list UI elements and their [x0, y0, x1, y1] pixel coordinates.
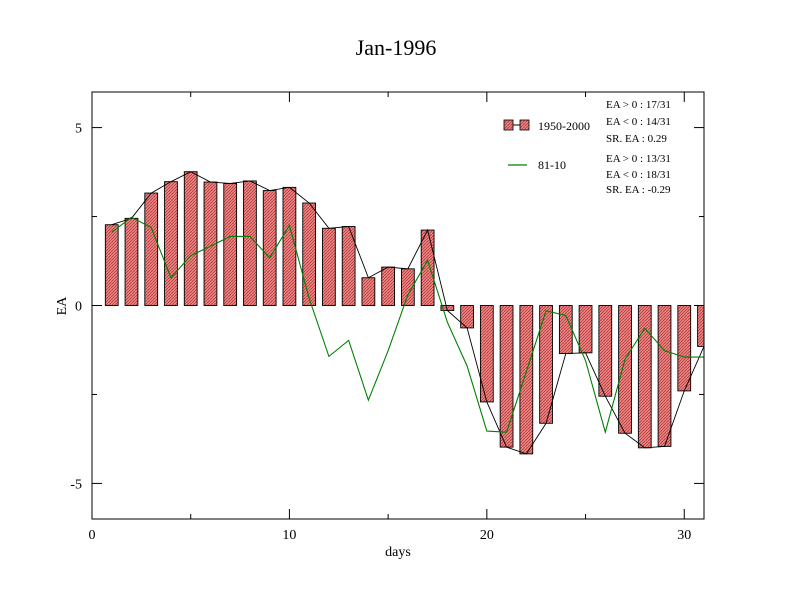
tick-labels-group: 0 10 20 30 -5 0 5: [70, 122, 691, 543]
bar: [223, 182, 238, 306]
y-tick-label: 0: [75, 300, 82, 315]
y-tick-label: -5: [70, 477, 82, 492]
bar: [578, 305, 593, 354]
bar: [164, 181, 178, 306]
bar: [322, 227, 336, 306]
legend-bar-swatch-left: [503, 119, 514, 131]
annotation-text: SR. EA : -0.29: [606, 184, 671, 196]
bar: [558, 305, 573, 354]
bar: [361, 277, 376, 306]
x-tick-label: 10: [282, 528, 296, 543]
bar: [381, 266, 395, 306]
bar: [618, 305, 632, 434]
y-tick-label: 5: [75, 122, 82, 137]
bar: [657, 305, 672, 447]
chart-title: Jan-1996: [356, 35, 437, 60]
annotation-text: EA > 0 : 13/31: [606, 153, 671, 165]
bar: [598, 305, 613, 397]
bar: [144, 192, 159, 306]
annotation-text: EA > 0 : 17/31: [606, 99, 671, 111]
bar: [302, 202, 317, 306]
bar-group: [104, 171, 704, 455]
x-axis-label: days: [385, 545, 411, 560]
bar: [637, 305, 652, 449]
axes-group: [91, 91, 705, 520]
bar: [282, 186, 297, 306]
bar: [104, 224, 119, 306]
annotation-block: EA > 0 : 17/31 EA < 0 : 14/31 SR. EA : 0…: [606, 99, 671, 196]
annotation-text: EA < 0 : 18/31: [606, 169, 671, 181]
bar: [499, 305, 514, 448]
bar: [460, 305, 474, 329]
bar: [262, 190, 277, 306]
series-line-1950-2000: [111, 171, 704, 455]
annotation-text: SR. EA : 0.29: [606, 133, 667, 145]
bar: [479, 305, 494, 403]
bar: [124, 217, 139, 306]
line-group: [111, 171, 704, 455]
y-axis-label: EA: [55, 296, 70, 316]
bar: [243, 180, 257, 306]
legend-label-bars: 1950-2000: [538, 119, 590, 133]
legend: 1950-2000 81-10: [503, 119, 590, 172]
bar: [677, 305, 692, 392]
bar: [183, 171, 198, 306]
series-line-81-10: [111, 216, 704, 435]
legend-label-line: 81-10: [538, 158, 566, 172]
x-tick-label: 20: [480, 528, 494, 543]
legend-bar-swatch-right: [519, 119, 530, 131]
bar: [519, 305, 534, 455]
x-tick-label: 30: [677, 528, 691, 543]
x-tick-label: 0: [89, 528, 96, 543]
annotation-text: EA < 0 : 14/31: [606, 116, 671, 128]
